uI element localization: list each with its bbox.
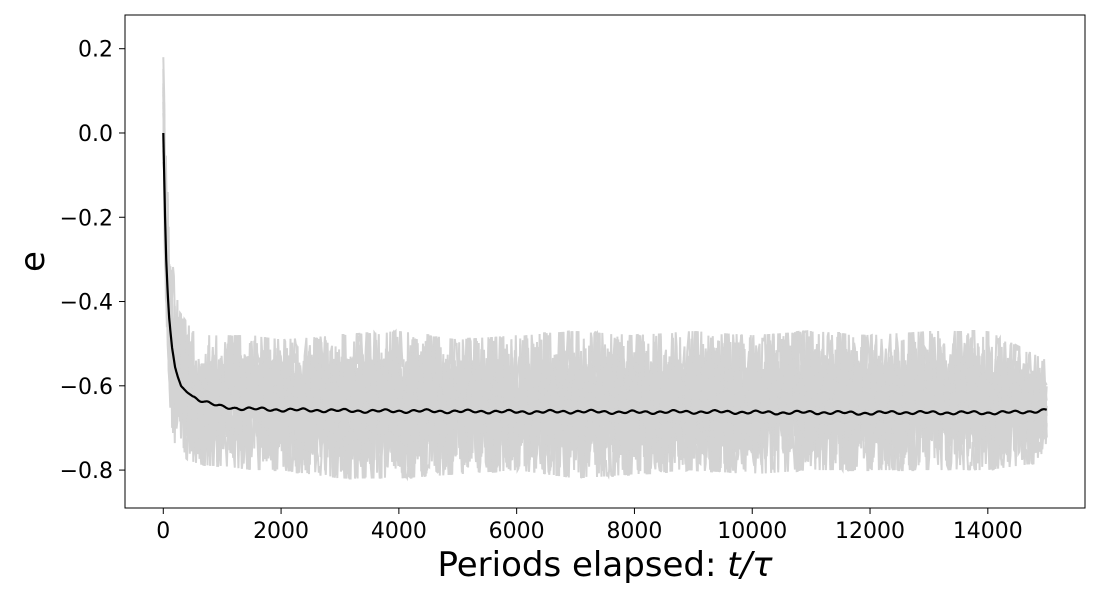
x-axis-label-math: t/τ: [727, 545, 773, 585]
y-tick-label: −0.2: [60, 206, 113, 231]
x-tick-label: 4000: [371, 519, 427, 544]
y-tick-label: −0.4: [60, 291, 113, 316]
y-axis: 0.2 0.0 −0.2 −0.4 −0.6 −0.8: [60, 38, 125, 484]
x-axis-label-text: Periods elapsed:: [437, 545, 727, 585]
realization-traces: [162, 57, 1048, 482]
y-tick-label: 0.2: [78, 38, 113, 63]
x-tick-label: 10000: [717, 519, 787, 544]
mean-trace: [162, 132, 1048, 416]
x-axis-label: Periods elapsed: t/τ: [437, 545, 773, 585]
x-tick-label: 12000: [835, 519, 905, 544]
y-tick-label: 0.0: [78, 122, 113, 147]
x-tick-label: 0: [156, 519, 170, 544]
y-axis-label: e: [13, 251, 53, 272]
realization-trace: [162, 57, 1048, 479]
y-tick-label: −0.8: [60, 459, 113, 484]
x-axis: 0 2000 4000 6000 8000 10000 12000 14000: [156, 508, 1023, 544]
mean-line: [162, 132, 1048, 416]
plot-frame: [124, 14, 1086, 509]
x-tick-label: 14000: [953, 519, 1023, 544]
x-tick-label: 6000: [489, 519, 545, 544]
x-tick-label: 2000: [253, 519, 309, 544]
x-tick-label: 8000: [606, 519, 662, 544]
y-tick-label: −0.6: [60, 375, 113, 400]
